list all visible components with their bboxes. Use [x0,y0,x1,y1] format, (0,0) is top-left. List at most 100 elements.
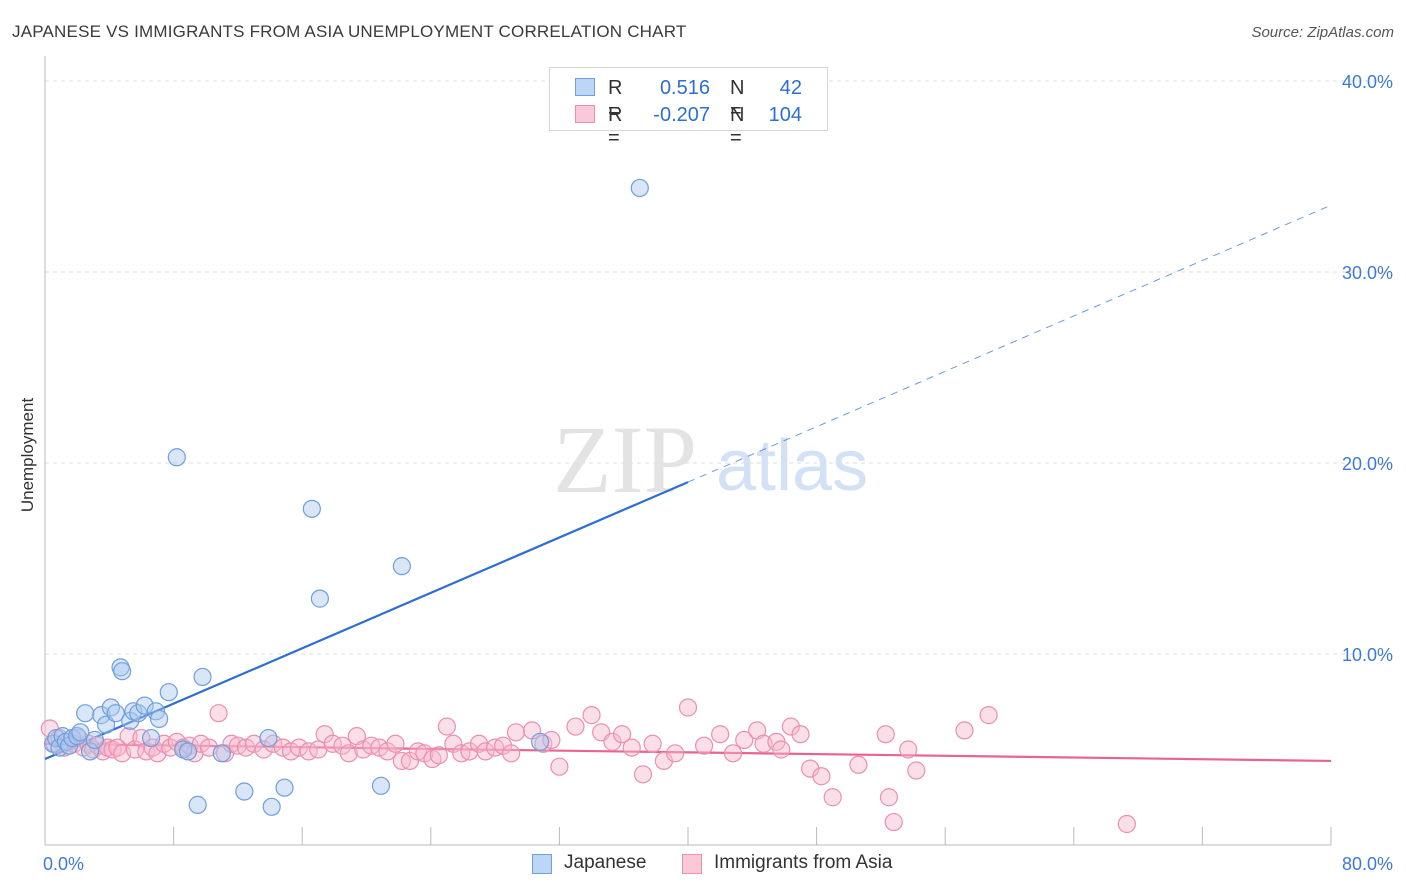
japanese-trend-line [44,481,689,761]
immigrants-data-point [876,725,895,744]
trend-lines [44,204,1332,763]
immigrants-data-point [899,740,918,759]
legend-n-value: 42 [779,77,802,99]
immigrants-data-point [209,704,228,723]
japanese-data-point [150,709,169,729]
tick-labels: 10.0% 20.0% 30.0% 40.0% 0.0% 80.0% [43,72,1393,874]
y-tick-label: 40.0% [1342,72,1393,92]
immigrants-legend-label: Immigrants from Asia [714,852,893,873]
immigrants-data-point [666,744,685,763]
japanese-data-point [167,448,186,467]
immigrants-data-point [289,738,309,757]
legend-n-label: N = [730,77,745,122]
immigrants-data-point [408,742,428,761]
japanese-data-point [106,704,125,723]
japanese-data-point [371,776,391,795]
immigrants-data-point [884,812,903,832]
japanese-data-point [71,723,90,742]
legend-r-value: -0.207 [653,104,710,126]
immigrants-data-point [1117,814,1136,834]
japanese-data-point [76,704,95,723]
legend-n-label: N = [730,104,745,149]
axes [44,55,1332,846]
japanese-trend-extension [687,204,1332,483]
immigrants-data-point [879,788,899,807]
immigrants-data-point [812,767,831,786]
legend-r-label: R = [608,104,623,149]
immigrants-data-point [849,755,868,774]
y-tick-label: 10.0% [1342,645,1393,665]
immigrants-data-point [622,738,641,757]
immigrants-data-point [339,744,358,763]
immigrants-data-point [955,721,974,740]
watermark: ZIP atlas [553,406,868,513]
immigrants-data-point [603,732,622,751]
y-tick-label: 30.0% [1342,263,1393,283]
immigrants-data-point [566,717,585,736]
immigrants-data-point [633,765,653,784]
x-tick-label: 0.0% [43,854,84,874]
japanese-data-point [178,742,198,761]
y-tick-label: 20.0% [1342,454,1393,474]
immigrants-data-point [333,736,352,755]
watermark-zip: ZIP [553,406,697,513]
data-points [40,178,1136,834]
immigrants-data-point [550,757,569,776]
immigrants-data-point [476,742,495,761]
immigrants-data-point [460,742,479,761]
japanese-data-point [262,797,281,816]
immigrants-legend-swatch [682,854,702,874]
japanese-data-point [193,667,212,687]
japanese-data-point [85,730,104,750]
japanese-data-point [135,696,154,715]
japanese-data-point [235,782,254,801]
immigrants-data-point [612,725,632,744]
japanese-data-point [259,728,278,748]
immigrants-data-point [735,730,754,750]
japanese-data-point [141,728,161,748]
x-tick-label: 80.0% [1342,854,1393,874]
japanese-legend-label: Japanese [564,852,647,873]
legend-r-label: R = [608,77,623,122]
immigrants-data-point [254,740,273,759]
immigrants-data-point [979,706,998,725]
immigrants-trend-line [44,742,1332,763]
legend-n-value: 104 [768,104,802,126]
source-label: Source: ZipAtlas.com [1251,24,1394,41]
immigrants-data-point [711,725,730,744]
chart-title: JAPANESE VS IMMIGRANTS FROM ASIA UNEMPLO… [12,22,687,41]
grid-lines [45,80,1392,655]
japanese-legend-swatch [532,854,552,874]
watermark-atlas: atlas [716,426,868,506]
japanese-data-point [302,499,321,518]
immigrants-data-point [542,730,561,750]
immigrants-data-point [143,738,162,757]
japanese-data-point [113,662,132,681]
japanese-data-point [159,683,178,702]
correlation-legend: R = 0.516 N = 42 R = -0.207 N = 104 [549,67,828,149]
japanese-data-point [129,704,148,723]
immigrants-data-point [582,706,601,725]
immigrants-data-point [907,761,926,780]
japanese-data-point [212,744,231,763]
immigrants-data-point [678,698,698,717]
immigrants-data-point [781,717,800,736]
immigrants-data-point [386,734,405,753]
immigrants-data-point [643,734,662,753]
japanese-data-point [101,698,121,717]
immigrants-data-point [791,725,810,744]
japanese-data-point [531,732,550,751]
immigrants-swatch [575,105,595,123]
immigrants-data-point [823,788,842,807]
immigrants-data-point [506,723,526,742]
immigrants-data-point [222,734,241,753]
immigrants-data-point [108,738,127,757]
immigrants-data-point [429,746,448,765]
japanese-data-point [188,795,207,814]
japanese-swatch [575,78,595,96]
japanese-data-point [80,742,100,761]
immigrants-data-point [723,744,743,763]
y-axis-label: Unemployment [18,397,37,513]
immigrants-data-point [437,717,456,736]
